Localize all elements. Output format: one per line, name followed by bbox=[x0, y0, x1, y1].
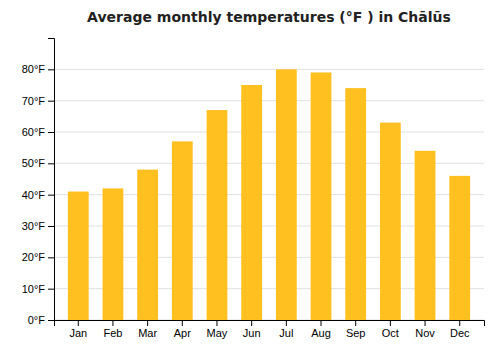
x-tick: May bbox=[207, 320, 228, 339]
x-tick: Dec bbox=[450, 320, 470, 339]
y-tick-label: 10°F bbox=[22, 283, 46, 295]
x-tick-label: Jan bbox=[69, 327, 87, 339]
x-tick-mark bbox=[355, 320, 356, 326]
x-tick-mark bbox=[459, 320, 460, 326]
y-tick-label: 50°F bbox=[22, 157, 46, 169]
bars bbox=[68, 69, 470, 320]
y-tick-label: 20°F bbox=[22, 251, 46, 263]
x-tick-mark bbox=[251, 320, 252, 326]
y-tick-mark bbox=[48, 320, 54, 321]
bar bbox=[207, 110, 228, 320]
x-tick-mark bbox=[147, 320, 148, 326]
y-tick-mark bbox=[48, 195, 54, 196]
y-tick-mark bbox=[48, 69, 54, 70]
bar bbox=[276, 69, 297, 320]
x-tick-label: Aug bbox=[311, 327, 331, 339]
x-tick: Jan bbox=[69, 320, 87, 339]
bar bbox=[415, 151, 436, 320]
x-tick-mark bbox=[78, 320, 79, 326]
x-tick: Feb bbox=[103, 320, 122, 339]
x-tick-label: Jul bbox=[279, 327, 293, 339]
x-tick: Jun bbox=[243, 320, 261, 339]
x-tick-mark bbox=[112, 320, 113, 326]
y-tick-mark bbox=[48, 163, 54, 164]
y-tick-label: 0°F bbox=[28, 314, 46, 326]
y-tick: 60°F bbox=[22, 126, 54, 138]
y-tick-label: 30°F bbox=[22, 220, 46, 232]
y-tick-label: 70°F bbox=[22, 95, 46, 107]
x-tick-mark bbox=[182, 320, 183, 326]
x-tick-label: Nov bbox=[415, 327, 435, 339]
y-tick-mark bbox=[48, 226, 54, 227]
x-tick: Aug bbox=[311, 320, 331, 339]
x-tick: Mar bbox=[138, 320, 157, 339]
y-tick: 70°F bbox=[22, 95, 54, 107]
y-tick-mark bbox=[48, 101, 54, 102]
x-tick: Nov bbox=[415, 320, 435, 339]
x-tick-mark bbox=[286, 320, 287, 326]
grid bbox=[54, 69, 484, 320]
y-tick: 10°F bbox=[22, 283, 54, 295]
x-tick-label: Apr bbox=[174, 327, 191, 339]
x-tick-label: Jun bbox=[243, 327, 261, 339]
y-tick: 0°F bbox=[28, 314, 54, 326]
x-tick-mark bbox=[216, 320, 217, 326]
grid-line bbox=[54, 69, 484, 70]
x-tick: Jul bbox=[279, 320, 293, 339]
x-tick-label: Mar bbox=[138, 327, 157, 339]
x-tick: Sep bbox=[346, 320, 366, 339]
x-tick-label: Feb bbox=[103, 327, 122, 339]
grid-line bbox=[54, 100, 484, 101]
y-tick: 50°F bbox=[22, 157, 54, 169]
y-tick: 30°F bbox=[22, 220, 54, 232]
chart-svg: 0°F 10°F 20°F 30°F 40°F 50°F 60°F 70°F 80°F Jan Fe… bbox=[0, 0, 500, 350]
x-tick-mark bbox=[321, 320, 322, 326]
x-tick: Oct bbox=[382, 320, 399, 339]
plot: 0°F 10°F 20°F 30°F 40°F 50°F 60°F 70°F 80°F Jan Fe… bbox=[22, 39, 485, 339]
x-axis-line bbox=[55, 321, 485, 327]
y-tick-mark bbox=[48, 257, 54, 258]
x-tick-label: May bbox=[207, 327, 228, 339]
x-tick: Apr bbox=[174, 320, 191, 339]
x-tick-label: Sep bbox=[346, 327, 366, 339]
bar bbox=[172, 141, 193, 320]
y-axis-line bbox=[48, 39, 55, 321]
x-tick-label: Dec bbox=[450, 327, 470, 339]
y-tick-label: 40°F bbox=[22, 189, 46, 201]
y-tick-mark bbox=[48, 132, 54, 133]
y-tick: 20°F bbox=[22, 251, 54, 263]
bar bbox=[311, 72, 332, 320]
y-tick: 80°F bbox=[22, 63, 54, 75]
y-tick-label: 80°F bbox=[22, 63, 46, 75]
chart-container: 0°F 10°F 20°F 30°F 40°F 50°F 60°F 70°F 80°F Jan Fe… bbox=[0, 0, 500, 350]
y-tick-label: 60°F bbox=[22, 126, 46, 138]
bar bbox=[137, 170, 158, 320]
x-axis: Jan Feb Mar Apr May Jun Jul Aug Sep Oct Nov Dec bbox=[55, 320, 485, 339]
x-tick-mark bbox=[390, 320, 391, 326]
grid-line bbox=[54, 132, 484, 133]
bar bbox=[103, 188, 124, 320]
x-tick-label: Oct bbox=[382, 327, 399, 339]
y-axis: 0°F 10°F 20°F 30°F 40°F 50°F 60°F 70°F 80°F bbox=[22, 39, 55, 327]
bar bbox=[345, 88, 366, 320]
y-tick: 40°F bbox=[22, 189, 54, 201]
x-tick-mark bbox=[425, 320, 426, 326]
bar bbox=[449, 176, 470, 320]
bar bbox=[241, 85, 262, 320]
y-tick-mark bbox=[48, 289, 54, 290]
bar bbox=[68, 192, 89, 320]
title: Average monthly temperatures (°F ) in Ch… bbox=[87, 9, 451, 25]
bar bbox=[380, 123, 401, 320]
